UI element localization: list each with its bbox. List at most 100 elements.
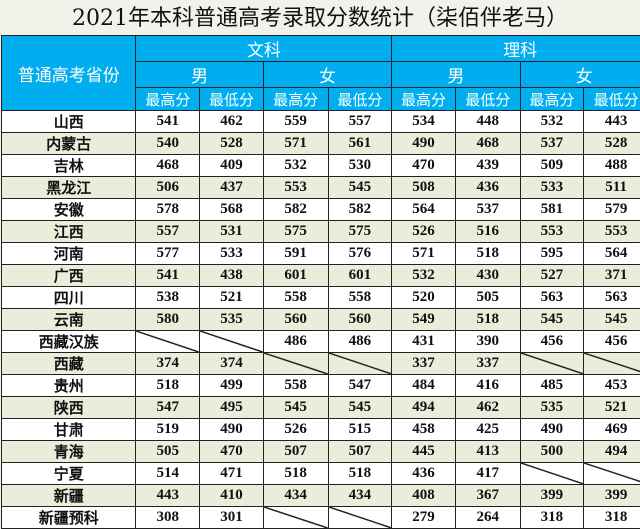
score-cell: 537 <box>520 133 584 155</box>
score-cell: 486 <box>263 331 328 353</box>
score-cell: 571 <box>392 243 456 265</box>
score-cell: 526 <box>263 419 328 441</box>
science-male-header: 男 <box>392 62 520 88</box>
score-cell: 545 <box>584 309 640 331</box>
score-cell: 468 <box>136 155 200 177</box>
province-cell: 河南 <box>2 243 136 265</box>
score-cell: 547 <box>328 375 392 397</box>
score-cell: 458 <box>392 419 456 441</box>
max-score-header: 最高分 <box>392 88 456 111</box>
province-cell: 吉林 <box>2 155 136 177</box>
score-cell: 532 <box>520 111 584 133</box>
score-cell: 337 <box>392 353 456 375</box>
score-cell: 417 <box>455 463 520 485</box>
score-cell: 490 <box>520 419 584 441</box>
diagonal-slash-icon <box>521 463 584 484</box>
score-cell: 431 <box>392 331 456 353</box>
max-score-header: 最高分 <box>136 88 200 111</box>
province-cell: 黑龙江 <box>2 177 136 199</box>
score-cell: 601 <box>263 265 328 287</box>
score-cell: 535 <box>200 309 264 331</box>
score-cell: 518 <box>328 463 392 485</box>
score-cell: 553 <box>263 177 328 199</box>
province-cell: 安徽 <box>2 199 136 221</box>
score-cell: 443 <box>584 111 640 133</box>
score-cell: 514 <box>136 463 200 485</box>
score-cell: 518 <box>455 243 520 265</box>
score-cell: 533 <box>200 243 264 265</box>
score-cell: 575 <box>328 221 392 243</box>
province-cell: 新疆预科 <box>2 507 136 529</box>
score-cell: 439 <box>455 155 520 177</box>
diagonal-slash-icon <box>329 507 392 528</box>
score-cell: 579 <box>584 199 640 221</box>
score-cell: 541 <box>136 111 200 133</box>
score-cell: 434 <box>328 485 392 507</box>
province-cell: 陕西 <box>2 397 136 419</box>
score-cell: 499 <box>200 375 264 397</box>
empty-slash-cell <box>263 507 328 529</box>
score-cell: 591 <box>263 243 328 265</box>
score-cell: 468 <box>455 133 520 155</box>
score-cell: 470 <box>200 441 264 463</box>
score-cell: 534 <box>392 111 456 133</box>
score-cell: 532 <box>392 265 456 287</box>
score-cell: 485 <box>520 375 584 397</box>
score-cell: 601 <box>328 265 392 287</box>
score-cell: 545 <box>328 397 392 419</box>
score-cell: 538 <box>136 287 200 309</box>
admission-score-table: 普通高考省份 文科 理科 男 女 男 女 最高分 最低分 最高分 最低分 最高分… <box>1 35 640 529</box>
score-cell: 537 <box>455 199 520 221</box>
score-cell: 448 <box>455 111 520 133</box>
province-column-header: 普通高考省份 <box>2 36 136 111</box>
score-cell: 528 <box>200 133 264 155</box>
score-cell: 337 <box>455 353 520 375</box>
score-cell: 371 <box>584 265 640 287</box>
empty-slash-cell <box>584 463 640 485</box>
arts-female-header: 女 <box>263 62 391 88</box>
score-cell: 436 <box>455 177 520 199</box>
score-cell: 367 <box>455 485 520 507</box>
max-score-header: 最高分 <box>520 88 584 111</box>
min-score-header: 最低分 <box>455 88 520 111</box>
score-cell: 559 <box>263 111 328 133</box>
score-cell: 518 <box>263 463 328 485</box>
score-cell: 520 <box>392 287 456 309</box>
score-cell: 301 <box>200 507 264 529</box>
province-cell: 内蒙古 <box>2 133 136 155</box>
score-cell: 530 <box>328 155 392 177</box>
score-cell: 558 <box>328 287 392 309</box>
score-cell: 484 <box>392 375 456 397</box>
score-cell: 541 <box>136 265 200 287</box>
score-cell: 469 <box>584 419 640 441</box>
score-cell: 500 <box>520 441 584 463</box>
score-cell: 408 <box>392 485 456 507</box>
score-cell: 533 <box>520 177 584 199</box>
score-cell: 564 <box>584 243 640 265</box>
score-cell: 526 <box>392 221 456 243</box>
score-cell: 374 <box>200 353 264 375</box>
score-cell: 436 <box>392 463 456 485</box>
score-cell: 438 <box>200 265 264 287</box>
score-cell: 507 <box>263 441 328 463</box>
empty-slash-cell <box>328 507 392 529</box>
score-cell: 409 <box>200 155 264 177</box>
province-cell: 江西 <box>2 221 136 243</box>
score-cell: 582 <box>328 199 392 221</box>
score-cell: 430 <box>455 265 520 287</box>
score-cell: 518 <box>136 375 200 397</box>
score-cell: 515 <box>328 419 392 441</box>
province-cell: 广西 <box>2 265 136 287</box>
